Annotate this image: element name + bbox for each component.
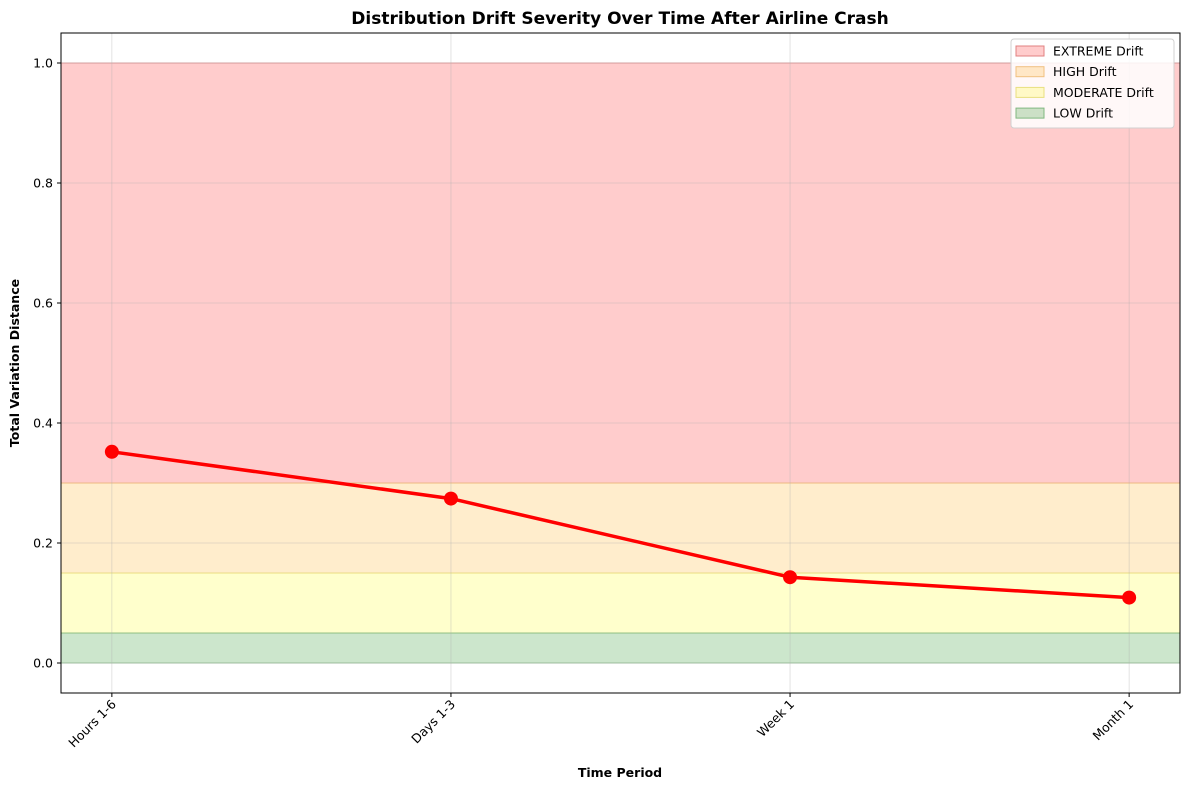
legend: EXTREME Drift HIGH Drift MODERATE Drift LOW… [1010, 38, 1175, 129]
grid-lines [61, 33, 1180, 693]
legend-box [1010, 38, 1175, 129]
x-tick-label: Hours 1-6 [65, 696, 119, 750]
y-tick-label: 0.2 [33, 536, 53, 551]
drift-band-extreme [60, 62, 1181, 484]
legend-entry: HIGH Drift [1053, 64, 1117, 79]
series-line [111, 450, 1130, 600]
data-point-1 [104, 444, 119, 459]
legend-entry: MODERATE Drift [1053, 85, 1154, 100]
x-axis-ticks: Hours 1-6 Days 1-3 Week 1 Month 1 [65, 693, 1136, 750]
legend-swatch [1015, 86, 1045, 98]
plot-frame [60, 32, 1181, 694]
chart-title: Distribution Drift Severity Over Time Af… [351, 9, 888, 29]
data-point-3 [783, 570, 798, 585]
legend-entry: EXTREME Drift [1053, 44, 1144, 59]
legend-swatch [1015, 66, 1045, 78]
y-tick-label: 0.4 [33, 416, 53, 431]
y-tick-label: 0.0 [33, 656, 53, 671]
x-axis-label: Time Period [578, 765, 662, 780]
drift-band-low [60, 632, 1181, 664]
drift-band-moderate [60, 572, 1181, 634]
data-series [104, 444, 1137, 605]
legend-entry: LOW Drift [1053, 106, 1113, 121]
y-tick-label: 1.0 [33, 56, 53, 71]
x-tick-label: Days 1-3 [408, 697, 458, 747]
drift-bands [60, 62, 1181, 664]
legend-swatch [1015, 45, 1045, 57]
x-tick-label: Week 1 [754, 697, 797, 740]
legend-swatch [1015, 107, 1045, 119]
y-axis-ticks: 0.0 0.2 0.4 0.6 0.8 1.0 [33, 56, 61, 671]
data-point-2 [443, 491, 458, 506]
y-tick-label: 0.6 [33, 296, 53, 311]
y-tick-label: 0.8 [33, 176, 53, 191]
x-tick-label: Month 1 [1090, 697, 1137, 744]
drift-band-high [60, 482, 1181, 574]
data-point-4 [1122, 590, 1137, 605]
y-axis-label: Total Variation Distance [7, 279, 22, 447]
